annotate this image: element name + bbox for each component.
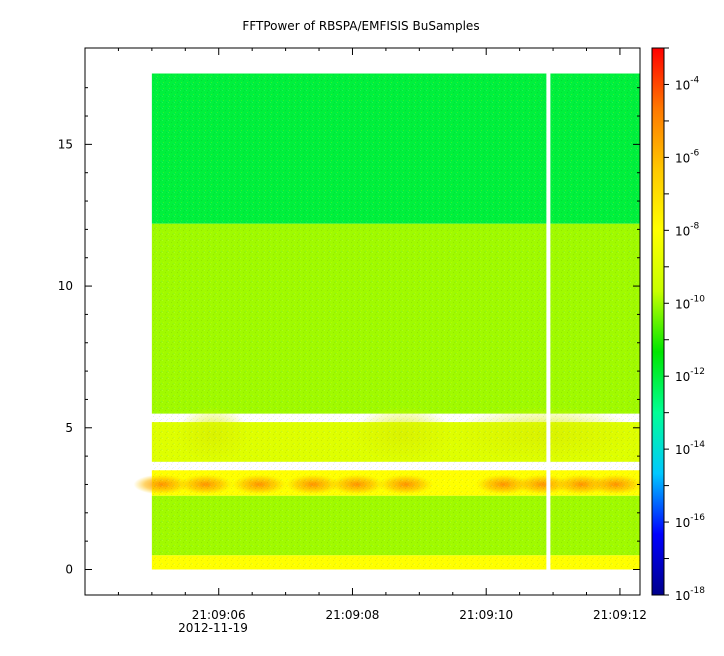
y-axis: 0 5 10 15 xyxy=(58,87,640,576)
y-tick-label: 0 xyxy=(65,562,73,576)
x-tick-label: 21:09:12 xyxy=(593,608,647,622)
chart-title: FFTPower of RBSPA/EMFISIS BuSamples xyxy=(242,19,479,33)
plot-area xyxy=(133,73,640,570)
y-tick-label: 5 xyxy=(65,421,73,435)
spectrogram-noise xyxy=(151,73,640,570)
x-tick-label: 21:09:10 xyxy=(459,608,513,622)
colorbar-tick-label: 10-12 xyxy=(675,367,705,384)
colorbar-tick-label: 10-16 xyxy=(675,513,705,530)
colorbar: 10-4 10-6 10-8 10-10 10-12 10-14 10-16 10-18 xyxy=(651,47,705,603)
colorbar-tick-label: 10-18 xyxy=(675,586,705,603)
y-tick-label: 10 xyxy=(58,279,73,293)
colorbar-tick-label: 10-4 xyxy=(675,75,700,92)
x-tick-label: 21:09:06 xyxy=(192,608,246,622)
x-date-label: 2012-11-19 xyxy=(178,621,248,635)
colorbar-gradient xyxy=(651,47,665,596)
x-axis: 21:09:06 21:09:08 21:09:10 21:09:12 xyxy=(84,48,647,622)
colorbar-tick-label: 10-10 xyxy=(675,294,705,311)
colorbar-tick-label: 10-14 xyxy=(675,440,705,457)
plot-frame xyxy=(84,47,641,596)
x-tick-label: 21:09:08 xyxy=(326,608,380,622)
y-tick-label: 15 xyxy=(58,137,73,151)
colorbar-tick-label: 10-6 xyxy=(675,148,700,165)
data-gap xyxy=(546,73,551,570)
colorbar-tick-label: 10-8 xyxy=(675,221,700,238)
